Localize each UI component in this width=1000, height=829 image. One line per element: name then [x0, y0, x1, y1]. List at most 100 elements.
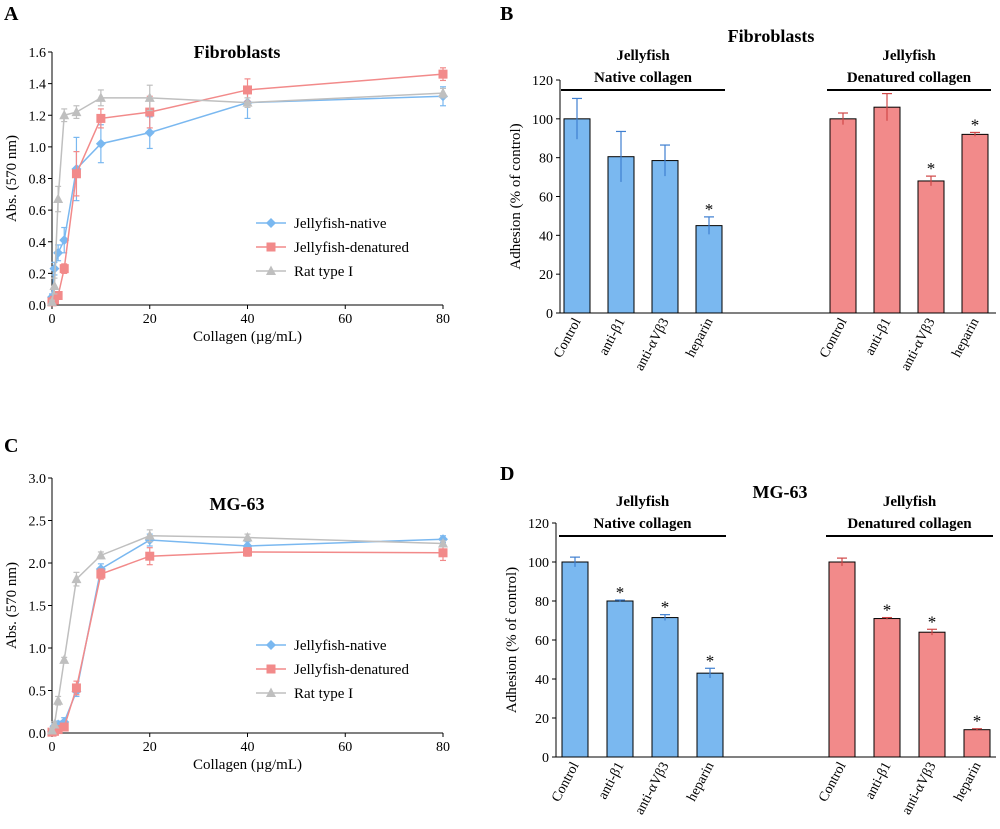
y-tick-label: 1.5 — [29, 600, 47, 615]
panel-b-title: Fibroblasts — [728, 26, 815, 46]
significance-star: * — [928, 612, 937, 631]
panel-letter-c: C — [4, 435, 18, 457]
data-point — [96, 113, 106, 123]
y-tick-label: 20 — [539, 268, 553, 283]
x-axis-label: Collagen (µg/mL) — [193, 329, 302, 345]
x-tick-label: 60 — [338, 312, 352, 327]
y-tick-label: 0.0 — [29, 727, 47, 742]
significance-star: * — [883, 601, 892, 620]
y-tick-label: 100 — [528, 556, 549, 571]
data-point — [49, 719, 60, 729]
series-line — [51, 538, 444, 732]
significance-star: * — [971, 115, 980, 134]
y-tick-label: 2.0 — [29, 557, 47, 572]
data-point — [438, 69, 448, 79]
category-label: anti-β1 — [863, 760, 895, 802]
significance-star: * — [706, 651, 715, 670]
legend: Jellyfish-native Jellyfish-denatured Rat t… — [256, 638, 409, 702]
legend-label: Jellyfish-denatured — [294, 240, 409, 256]
data-point — [49, 280, 60, 291]
x-tick-label: 0 — [49, 740, 56, 755]
category-label: Control — [549, 760, 582, 805]
data-point — [71, 573, 82, 584]
significance-star: * — [705, 200, 714, 219]
category-label: anti-αVβ3 — [632, 760, 672, 818]
y-tick-label: 80 — [535, 595, 549, 610]
category-label: Control — [816, 760, 849, 805]
y-axis-label: Abs. (570 nm) — [4, 135, 20, 222]
x-tick-label: 40 — [241, 312, 255, 327]
panel-c-line-chart: MG-63 0.0 0.5 1.0 1.5 2.0 2.5 3.0 0 20 40 60 80 Coll… — [4, 472, 450, 773]
bar-group-1: Jellyfish Native collagen Control * anti-β1 *… — [549, 494, 726, 817]
category-label: Control — [817, 316, 850, 361]
y-tick-label: 0 — [546, 307, 553, 322]
data-point — [53, 695, 64, 705]
series-line — [51, 535, 444, 731]
category-label: anti-β1 — [863, 316, 895, 358]
y-tick-label: 1.2 — [29, 109, 47, 124]
data-point — [47, 296, 57, 306]
y-tick-label: 0.6 — [29, 204, 47, 219]
data-point — [59, 235, 70, 246]
significance-star: * — [973, 712, 982, 731]
significance-star: * — [927, 159, 936, 178]
bar — [606, 600, 634, 758]
category-label: heparin — [952, 760, 985, 804]
y-tick-label: 3.0 — [29, 472, 47, 487]
group-label-line2: Denatured collagen — [847, 516, 972, 532]
data-point — [243, 85, 252, 95]
bar — [917, 180, 945, 314]
data-point — [242, 532, 253, 542]
bar — [828, 561, 856, 758]
y-tick-label: 2.5 — [29, 515, 47, 530]
x-tick-label: 40 — [241, 740, 255, 755]
legend-label: Rat type I — [294, 264, 353, 280]
x-axis-label: Collagen (µg/mL) — [193, 757, 302, 773]
legend-marker — [266, 218, 276, 228]
x-tick-label: 20 — [143, 740, 157, 755]
y-axis-label: Abs. (570 nm) — [4, 562, 20, 649]
data-point — [59, 722, 69, 732]
bar — [873, 618, 901, 758]
significance-star: * — [616, 583, 625, 602]
category-label: Control — [551, 316, 584, 361]
y-tick-label: 40 — [535, 673, 549, 688]
data-point — [53, 725, 63, 735]
bar-group-2: Jellyfish Denatured collagen Control anti-β… — [817, 48, 991, 373]
y-tick-label: 100 — [532, 113, 553, 128]
category-label: heparin — [950, 316, 983, 360]
y-tick-label: 1.0 — [29, 642, 47, 657]
legend-label: Jellyfish-native — [294, 638, 387, 654]
bar — [651, 160, 679, 314]
y-tick-label: 1.6 — [29, 46, 47, 61]
y-axis-label: Adhesion (% of control) — [504, 567, 520, 713]
data-point — [47, 724, 57, 735]
y-tick-label: 20 — [535, 712, 549, 727]
bar — [561, 561, 589, 758]
data-point — [95, 138, 106, 149]
data-point — [438, 87, 448, 98]
data-point — [59, 654, 70, 664]
bar-group-2: Jellyfish Denatured collagen Control * anti-… — [816, 494, 993, 817]
legend-marker — [266, 664, 276, 674]
panel-d-bar-chart: MG-63 0 20 40 60 80 100 120 Adhesion (% of cont… — [504, 482, 996, 817]
data-point — [145, 107, 155, 117]
group-label-line1: Jellyfish — [882, 48, 936, 64]
y-tick-label: 120 — [532, 74, 553, 89]
data-point — [438, 537, 448, 548]
series-line — [51, 95, 444, 298]
series-line — [51, 92, 444, 302]
group-label-line2: Native collagen — [594, 516, 693, 532]
data-point — [243, 547, 252, 557]
series-jellyfish-native — [47, 533, 448, 737]
bar — [696, 672, 724, 758]
category-label: anti-αVβ3 — [899, 760, 939, 818]
bar — [607, 156, 635, 314]
data-point — [71, 683, 81, 693]
category-label: heparin — [684, 316, 717, 360]
data-point — [71, 106, 82, 117]
bar — [963, 729, 991, 758]
panel-a-title: Fibroblasts — [194, 42, 281, 62]
significance-star: * — [661, 598, 670, 617]
